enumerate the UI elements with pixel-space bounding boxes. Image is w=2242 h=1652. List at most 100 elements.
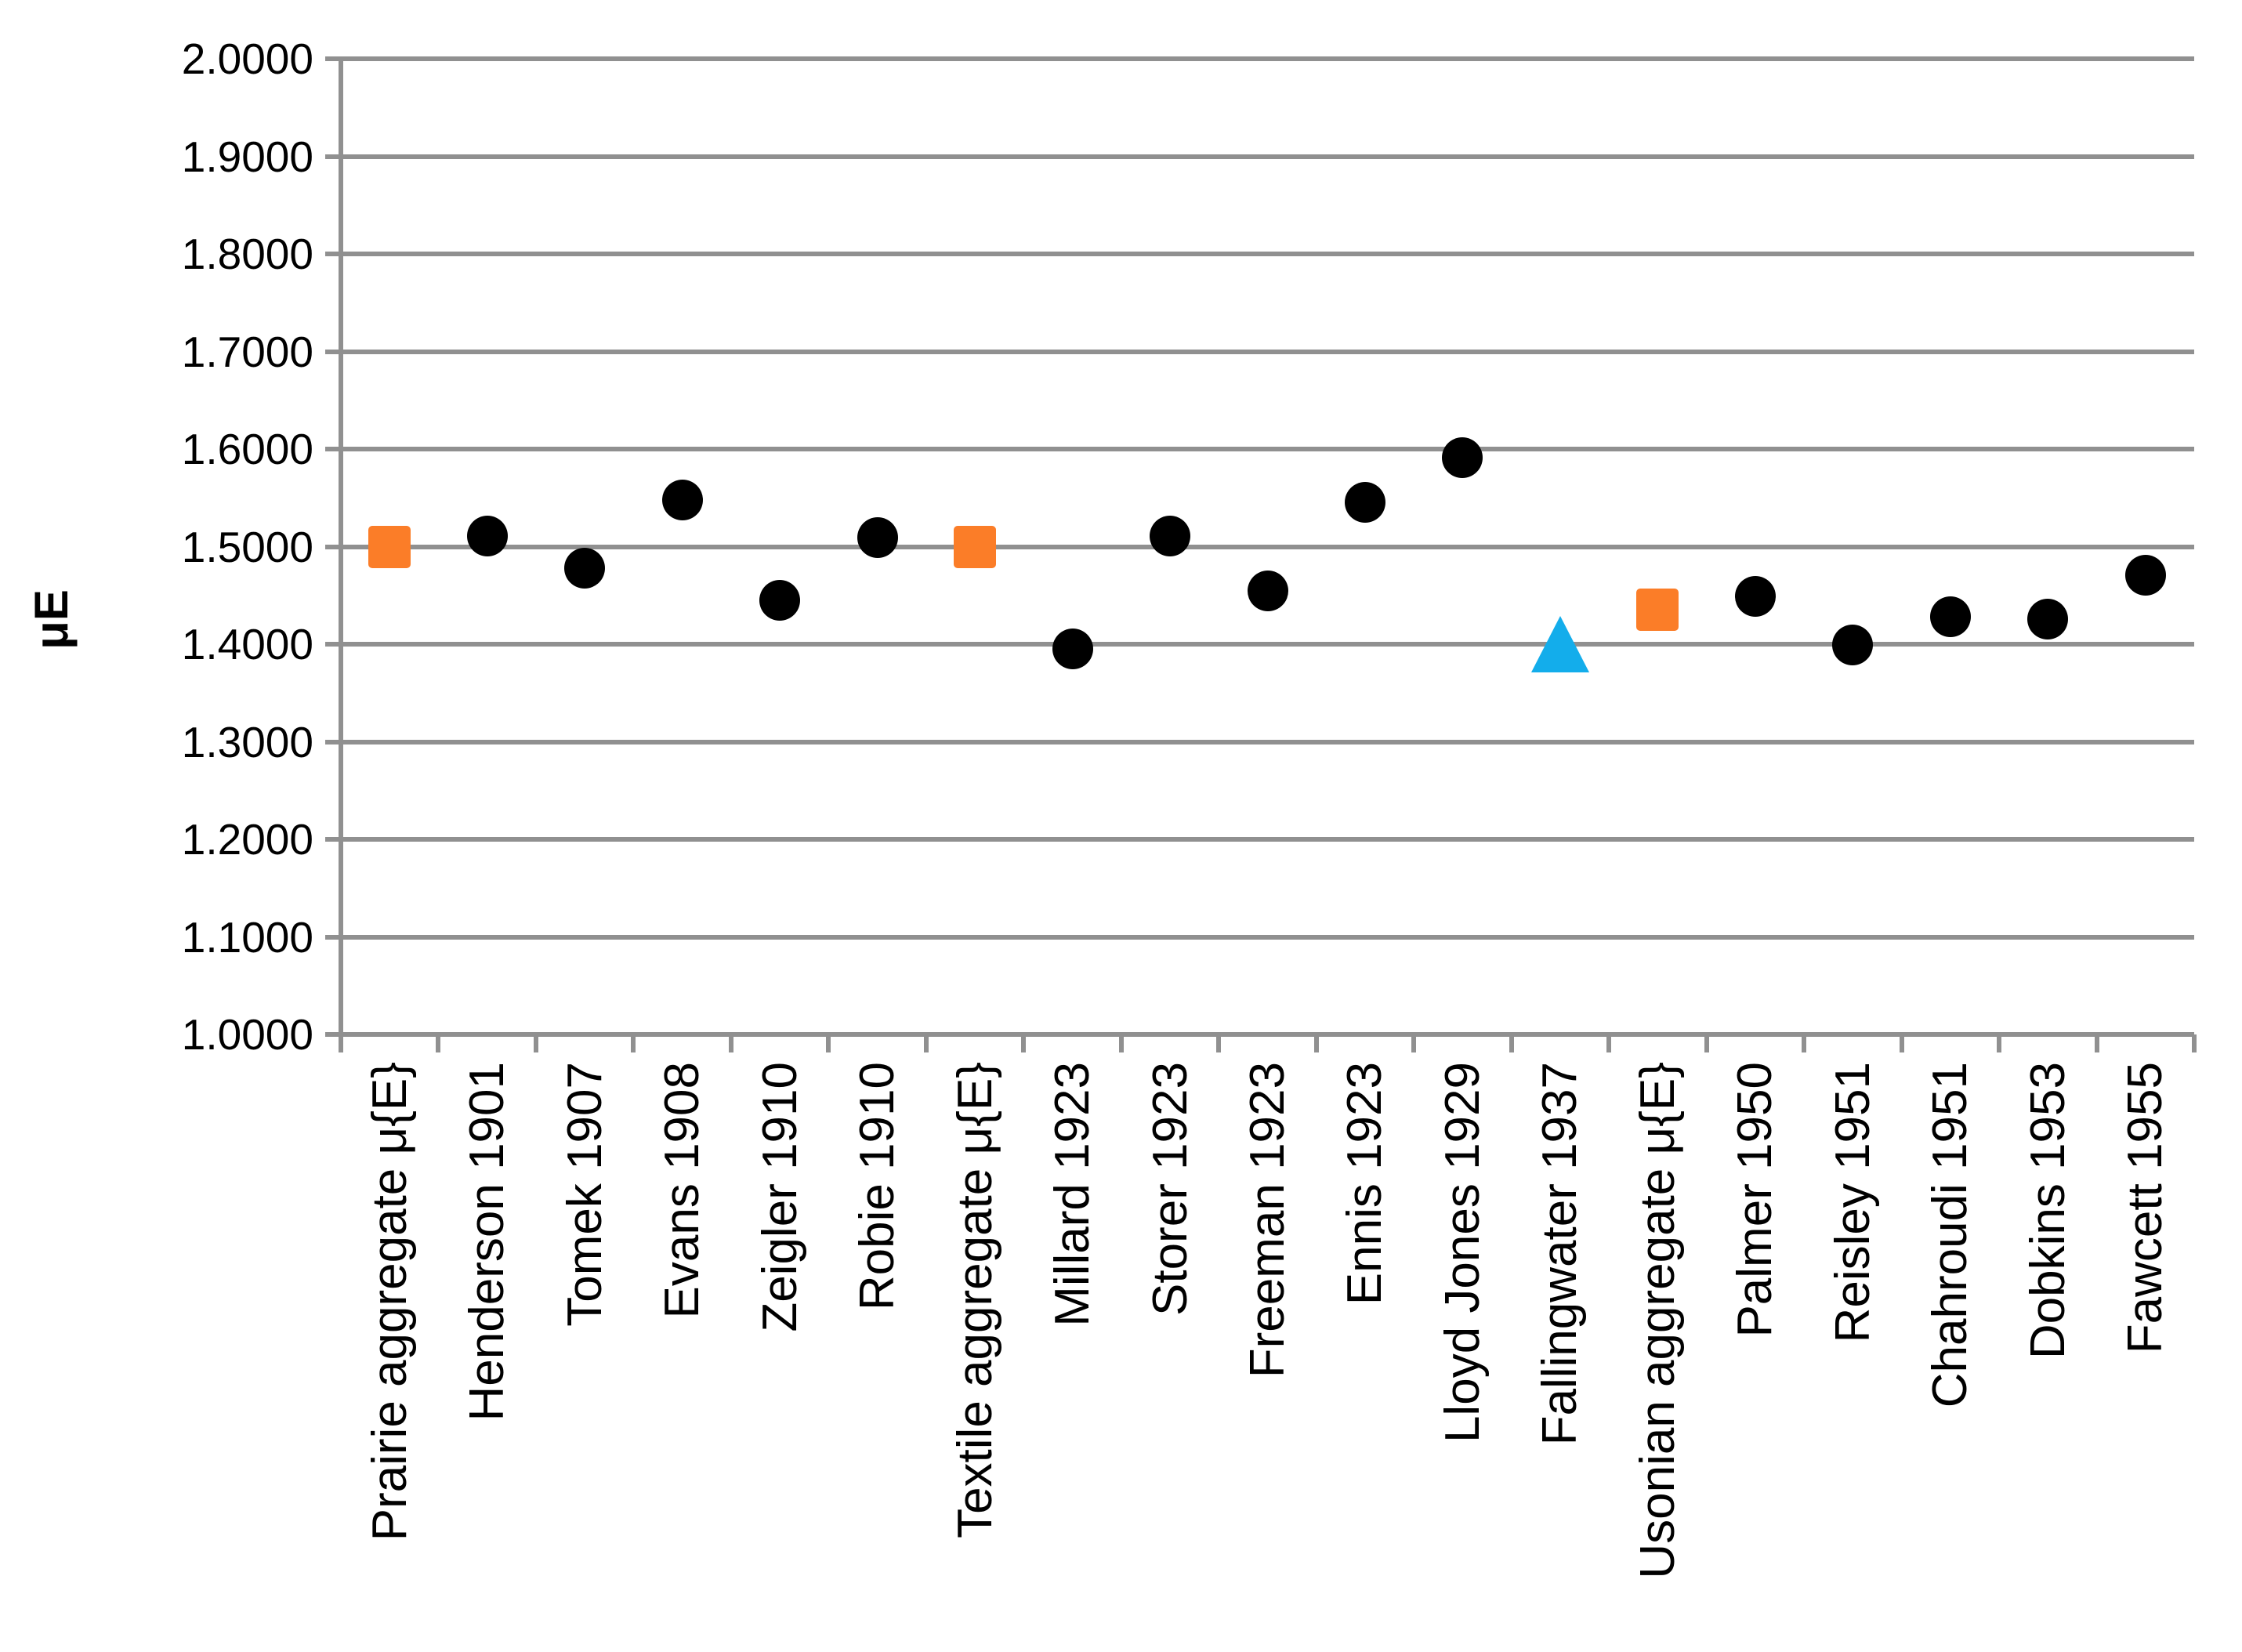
x-axis-tick: [1997, 1034, 2002, 1052]
category-label-text: Evans 1908: [655, 1062, 710, 1319]
category-label-text: Fallingwater 1937: [1533, 1062, 1588, 1446]
category-label-text: Robie 1910: [850, 1062, 905, 1311]
x-axis-tick: [339, 1034, 343, 1052]
x-axis-tick: [826, 1034, 831, 1052]
category-label-text: Freeman 1923: [1240, 1062, 1295, 1378]
x-axis-tick: [1216, 1034, 1222, 1052]
y-tick-label: 1.0000: [181, 1010, 313, 1059]
x-axis-tick: [1606, 1034, 1612, 1052]
category-label: Evans 1908: [633, 1062, 730, 1610]
data-point-circle: [2027, 598, 2069, 639]
category-label: Usonian aggregate μ{E}: [1609, 1062, 1706, 1610]
category-label: Millard 1923: [1023, 1062, 1121, 1610]
gridline: [325, 934, 2194, 940]
category-label-text: Palmer 1950: [1728, 1062, 1783, 1338]
category-label-text: Usonian aggregate μ{E}: [1630, 1062, 1685, 1579]
data-point-square: [1636, 589, 1679, 632]
gridline: [325, 447, 2194, 451]
data-point-circle: [661, 479, 703, 520]
category-label: Henderson 1901: [438, 1062, 535, 1610]
y-tick-label: 2.0000: [181, 34, 313, 83]
gridline: [325, 1032, 2194, 1037]
category-label-text: Tomek 1907: [557, 1062, 612, 1327]
category-label-text: Storer 1923: [1143, 1062, 1197, 1316]
data-point-triangle: [1530, 616, 1589, 672]
category-label: Dobkins 1953: [1999, 1062, 2096, 1610]
category-label-text: Ennis 1923: [1338, 1062, 1393, 1306]
x-axis-tick: [436, 1034, 441, 1052]
gridline: [325, 642, 2194, 647]
y-tick-label: 1.4000: [181, 620, 313, 668]
category-label-text: Zeigler 1910: [752, 1062, 807, 1332]
data-point-circle: [466, 515, 508, 556]
gridline: [325, 252, 2194, 256]
y-tick-label: 1.5000: [181, 522, 313, 571]
data-point-circle: [759, 579, 801, 621]
y-tick-label: 1.1000: [181, 912, 313, 962]
y-tick-label: 1.7000: [181, 327, 313, 376]
data-point-circle: [1150, 515, 1191, 556]
data-point-circle: [1929, 596, 1971, 638]
category-label: Robie 1910: [828, 1062, 925, 1610]
data-point-square: [954, 525, 997, 568]
x-axis-tick: [728, 1034, 733, 1052]
y-axis-title-text: μE: [24, 589, 78, 650]
x-axis-tick: [631, 1034, 636, 1052]
x-axis-tick: [923, 1034, 929, 1052]
data-point-circle: [2124, 554, 2166, 596]
x-axis-tick: [1704, 1034, 1709, 1052]
category-label: Storer 1923: [1121, 1062, 1219, 1610]
y-tick-label: 1.6000: [181, 425, 313, 473]
category-label-text: Chahroudi 1951: [1923, 1062, 1978, 1408]
category-label: Freeman 1923: [1219, 1062, 1316, 1610]
data-point-circle: [857, 517, 898, 559]
x-axis-tick: [1802, 1034, 1807, 1052]
category-label: Palmer 1950: [1707, 1062, 1804, 1610]
category-label-text: Millard 1923: [1045, 1062, 1100, 1327]
data-point-circle: [1247, 570, 1288, 611]
category-label: Chahroudi 1951: [1902, 1062, 1999, 1610]
category-label-text: Prairie aggregate μ{E}: [362, 1062, 417, 1542]
x-axis-tick: [533, 1034, 538, 1052]
category-label-text: Fawcett 1955: [2118, 1062, 2173, 1354]
gridline: [325, 837, 2194, 842]
category-label: Textile aggregate μ{E}: [926, 1062, 1023, 1610]
category-label-text: Dobkins 1953: [2020, 1062, 2075, 1360]
category-label: Zeigler 1910: [731, 1062, 828, 1610]
x-axis-tick: [1899, 1034, 1904, 1052]
category-label-text: Lloyd Jones 1929: [1435, 1062, 1490, 1444]
category-label: Reisley 1951: [1804, 1062, 1901, 1610]
category-label-text: Textile aggregate μ{E}: [947, 1062, 1002, 1538]
category-label: Tomek 1907: [536, 1062, 633, 1610]
category-label: Fawcett 1955: [2097, 1062, 2194, 1610]
x-axis-tick: [1411, 1034, 1417, 1052]
gridline: [325, 154, 2194, 159]
y-tick-label: 1.9000: [181, 132, 313, 181]
category-label: Lloyd Jones 1929: [1414, 1062, 1511, 1610]
x-axis-tick: [1021, 1034, 1027, 1052]
category-label: Fallingwater 1937: [1512, 1062, 1609, 1610]
x-axis-tick: [2094, 1034, 2099, 1052]
data-point-circle: [1442, 437, 1483, 479]
data-point-circle: [1344, 482, 1385, 523]
gridline: [325, 349, 2194, 354]
data-point-square: [368, 525, 411, 568]
y-tick-label: 1.2000: [181, 815, 313, 864]
category-label-text: Henderson 1901: [460, 1062, 515, 1422]
y-tick-label: 1.8000: [181, 230, 313, 278]
category-label-text: Reisley 1951: [1825, 1062, 1880, 1343]
gridline: [325, 56, 2194, 61]
category-label: Prairie aggregate μ{E}: [341, 1062, 438, 1610]
data-point-circle: [1052, 629, 1093, 670]
data-point-circle: [1734, 575, 1776, 617]
y-tick-label: 1.3000: [181, 717, 313, 766]
gridline: [325, 739, 2194, 744]
y-axis-line: [339, 56, 343, 1052]
x-axis-tick: [1509, 1034, 1514, 1052]
x-axis-tick: [1118, 1034, 1124, 1052]
x-axis-tick: [1313, 1034, 1319, 1052]
category-label: Ennis 1923: [1317, 1062, 1414, 1610]
data-point-circle: [1832, 625, 1874, 666]
x-axis-tick: [2192, 1034, 2197, 1052]
